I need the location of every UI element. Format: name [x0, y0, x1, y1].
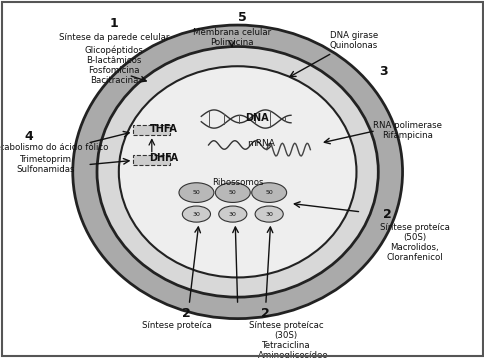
Bar	[133, 155, 169, 165]
Text: Síntese proteícac: Síntese proteícac	[248, 321, 323, 330]
Text: 50: 50	[265, 190, 272, 195]
Ellipse shape	[179, 183, 213, 202]
Text: 30: 30	[192, 212, 200, 217]
Text: Glicopéptidos: Glicopéptidos	[84, 45, 143, 55]
Text: Cloranfenicol: Cloranfenicol	[386, 253, 442, 262]
Text: THFA: THFA	[150, 124, 178, 134]
Text: 4: 4	[25, 130, 33, 142]
Text: 1: 1	[109, 17, 118, 30]
Text: DHFA: DHFA	[149, 153, 178, 163]
Bar	[133, 125, 169, 135]
Text: Metabolismo do ácido fólico: Metabolismo do ácido fólico	[0, 143, 108, 152]
Ellipse shape	[97, 47, 378, 297]
Text: Rifampicina: Rifampicina	[381, 131, 432, 140]
Ellipse shape	[182, 206, 210, 222]
Ellipse shape	[73, 25, 402, 319]
Ellipse shape	[119, 66, 356, 277]
Text: Síntese proteíca: Síntese proteíca	[142, 321, 212, 330]
Text: Bacitracina: Bacitracina	[90, 76, 138, 85]
Text: B-lactâmicos: B-lactâmicos	[86, 55, 141, 65]
Ellipse shape	[251, 183, 286, 202]
Text: 2: 2	[182, 307, 191, 320]
Text: Ribossomos: Ribossomos	[212, 178, 263, 187]
Text: Macrolidos,: Macrolidos,	[390, 243, 438, 252]
Text: DNA girase: DNA girase	[329, 31, 378, 40]
Text: Membrana celular: Membrana celular	[192, 28, 271, 37]
Ellipse shape	[255, 206, 283, 222]
Text: 50: 50	[228, 190, 236, 195]
Text: Tetraciclina: Tetraciclina	[261, 341, 310, 350]
Text: Fosfomicina: Fosfomicina	[88, 66, 139, 75]
Text: DNA: DNA	[245, 113, 268, 123]
Text: Aminoglicosídeo: Aminoglicosídeo	[257, 351, 328, 358]
Text: 3: 3	[378, 65, 387, 78]
Text: 50: 50	[192, 190, 200, 195]
Text: 30: 30	[228, 212, 236, 217]
Text: 5: 5	[238, 11, 246, 24]
Ellipse shape	[218, 206, 246, 222]
Text: mRNA: mRNA	[247, 139, 274, 149]
Text: (50S): (50S)	[402, 233, 425, 242]
Text: Quinolonas: Quinolonas	[329, 41, 378, 50]
Text: Sulfonamidas: Sulfonamidas	[17, 165, 75, 174]
Text: Polimicina: Polimicina	[210, 38, 253, 48]
Text: RNA polimerase: RNA polimerase	[372, 121, 441, 130]
Ellipse shape	[215, 183, 250, 202]
Text: Síntese da parede celular: Síntese da parede celular	[59, 33, 169, 42]
Text: 2: 2	[382, 208, 391, 221]
Text: 30: 30	[265, 212, 272, 217]
Text: 2: 2	[261, 307, 270, 320]
Text: (30S): (30S)	[274, 331, 297, 340]
Text: Síntese proteíca: Síntese proteíca	[379, 223, 449, 232]
Text: Trimetoprim: Trimetoprim	[20, 155, 72, 164]
